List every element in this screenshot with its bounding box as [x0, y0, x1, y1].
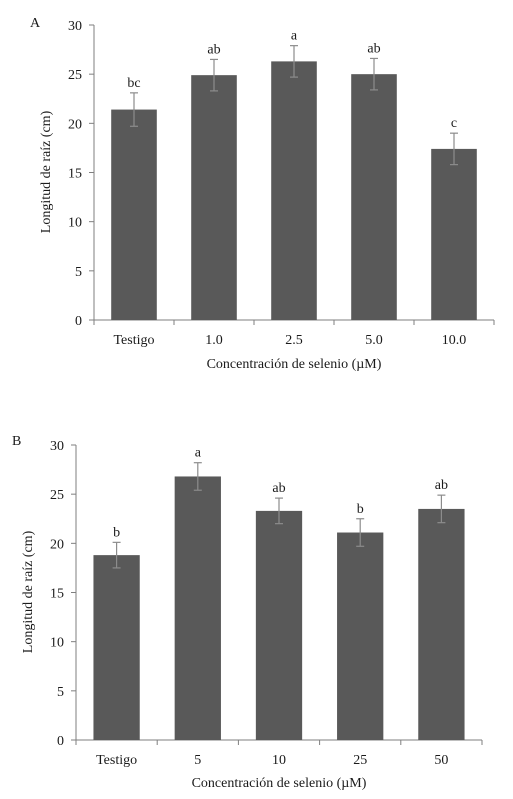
significance-letter: bc [127, 76, 140, 91]
significance-letter: c [451, 116, 457, 131]
significance-letter: ab [207, 42, 220, 57]
bar [93, 555, 140, 740]
x-axis-title: Concentración de selenio (µM) [192, 776, 367, 791]
y-axis-title: Longitud de raíz (cm) [39, 110, 54, 233]
significance-letter: b [113, 525, 120, 540]
x-tick-label: 10 [272, 753, 286, 768]
y-tick-label: 15 [50, 587, 64, 602]
bar [111, 109, 157, 320]
bar [431, 148, 477, 320]
y-tick-label: 5 [57, 685, 64, 700]
x-tick-label: Testigo [96, 753, 137, 768]
x-tick-label: 5.0 [365, 333, 383, 348]
y-tick-label: 30 [50, 439, 64, 454]
y-tick-label: 0 [57, 734, 64, 749]
y-tick-label: 25 [68, 68, 82, 83]
significance-letter: ab [367, 41, 380, 56]
x-tick-label: 10.0 [442, 333, 467, 348]
x-tick-label: Testigo [113, 333, 154, 348]
x-axis-title: Concentración de selenio (µM) [207, 357, 382, 372]
y-tick-label: 5 [75, 265, 82, 280]
bar [174, 476, 221, 740]
significance-letter: a [195, 446, 202, 461]
panel-a: A 0 5 10 15 20 25 30 bc Testigo ab 1.0 a 2.5 ab 5.0 c 10.… [30, 16, 495, 372]
bar [337, 532, 384, 740]
bar [271, 61, 317, 321]
x-tick-label: 25 [353, 753, 367, 768]
bar [418, 508, 465, 740]
y-tick-label: 0 [75, 314, 82, 329]
y-tick-label: 15 [68, 167, 82, 182]
y-axis-title: Longitud de raíz (cm) [21, 530, 36, 653]
y-tick-label: 20 [68, 117, 82, 132]
y-tick-label: 20 [50, 537, 64, 552]
x-tick-label: 5 [194, 753, 201, 768]
significance-letter: ab [435, 478, 448, 493]
panel-b: B 0 5 10 15 20 25 30 b Testigo a 5 ab 10 b 25 ab 50 Concen… [12, 434, 483, 791]
bar [255, 510, 303, 740]
y-tick-label: 25 [50, 488, 64, 503]
x-tick-label: 50 [434, 753, 448, 768]
significance-letter: b [357, 502, 364, 517]
y-tick-label: 10 [68, 216, 82, 231]
bar [351, 74, 397, 321]
x-tick-label: 2.5 [285, 333, 303, 348]
x-tick-label: 1.0 [205, 333, 223, 348]
y-tick-label: 30 [68, 19, 82, 34]
significance-letter: ab [272, 481, 285, 496]
bar [191, 75, 237, 321]
panel-label: B [12, 434, 21, 449]
y-tick-label: 10 [50, 636, 64, 651]
panel-label: A [30, 16, 41, 31]
significance-letter: a [291, 29, 298, 44]
